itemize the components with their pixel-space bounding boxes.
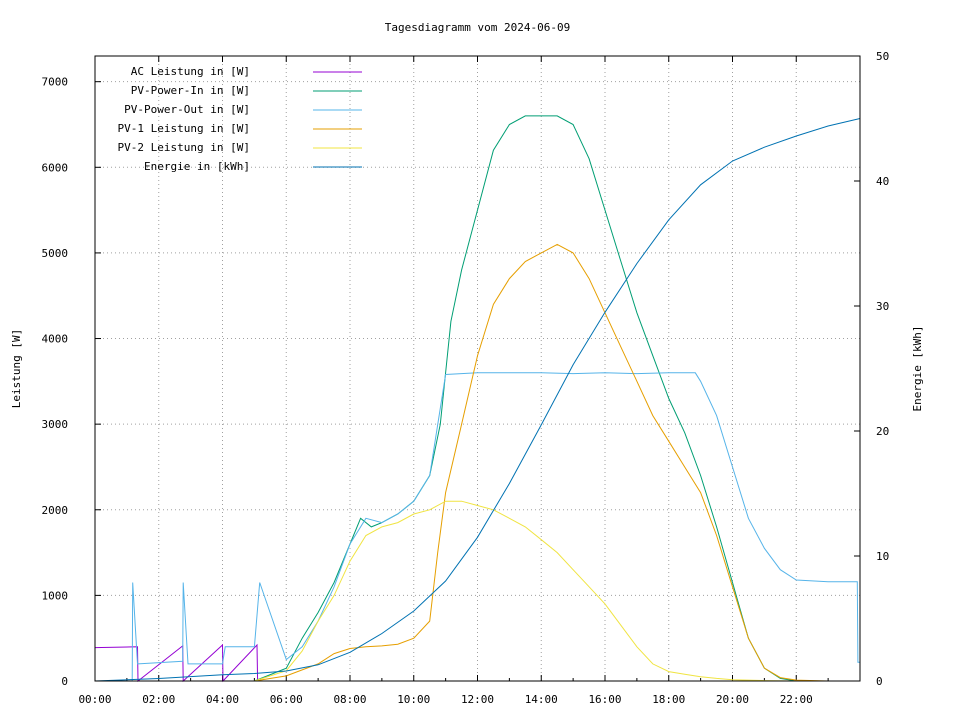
legend-label-3: PV-1 Leistung in [W] — [118, 122, 250, 135]
y-tick-label: 5000 — [42, 247, 69, 260]
x-tick-label: 14:00 — [525, 693, 558, 706]
x-tick-label: 18:00 — [652, 693, 685, 706]
x-tick-label: 10:00 — [397, 693, 430, 706]
legend-label-0: AC Leistung in [W] — [131, 65, 250, 78]
legend-label-2: PV-Power-Out in [W] — [124, 103, 250, 116]
legend-label-1: PV-Power-In in [W] — [131, 84, 250, 97]
y2-tick-label: 20 — [876, 425, 889, 438]
series-line-5 — [94, 118, 861, 682]
legend-label-4: PV-2 Leistung in [W] — [118, 141, 250, 154]
x-tick-label: 16:00 — [588, 693, 621, 706]
x-tick-label: 02:00 — [142, 693, 175, 706]
plot-border — [94, 55, 861, 682]
legend-label-5: Energie in [kWh] — [144, 160, 250, 173]
y-tick-label: 2000 — [42, 504, 69, 517]
y2-tick-label: 30 — [876, 300, 889, 313]
x-tick-label: 22:00 — [780, 693, 813, 706]
y-tick-label: 4000 — [42, 333, 69, 346]
x-tick-label: 04:00 — [206, 693, 239, 706]
series-line-0 — [94, 643, 287, 683]
x-tick-label: 06:00 — [270, 693, 303, 706]
y2-tick-label: 40 — [876, 175, 889, 188]
y-tick-label: 3000 — [42, 418, 69, 431]
series-line-4 — [254, 500, 829, 682]
y-tick-label: 1000 — [42, 589, 69, 602]
series-line-2 — [95, 372, 860, 682]
x-tick-label: 12:00 — [461, 693, 494, 706]
y-tick-label: 6000 — [42, 161, 69, 174]
y2-tick-label: 50 — [876, 50, 889, 63]
y2-axis-label: Energie [kWh] — [911, 325, 924, 411]
x-tick-label: 00:00 — [78, 693, 111, 706]
x-tick-label: 08:00 — [333, 693, 366, 706]
y-axis-label: Leistung [W] — [10, 329, 23, 408]
series-line-1 — [254, 115, 829, 682]
series-line-3 — [254, 243, 829, 682]
y2-tick-label: 10 — [876, 550, 889, 563]
x-tick-label: 20:00 — [716, 693, 749, 706]
y-tick-label: 7000 — [42, 76, 69, 89]
y2-tick-label: 0 — [876, 675, 883, 688]
y-tick-label: 0 — [61, 675, 68, 688]
chart-title: Tagesdiagramm vom 2024-06-09 — [385, 21, 570, 34]
